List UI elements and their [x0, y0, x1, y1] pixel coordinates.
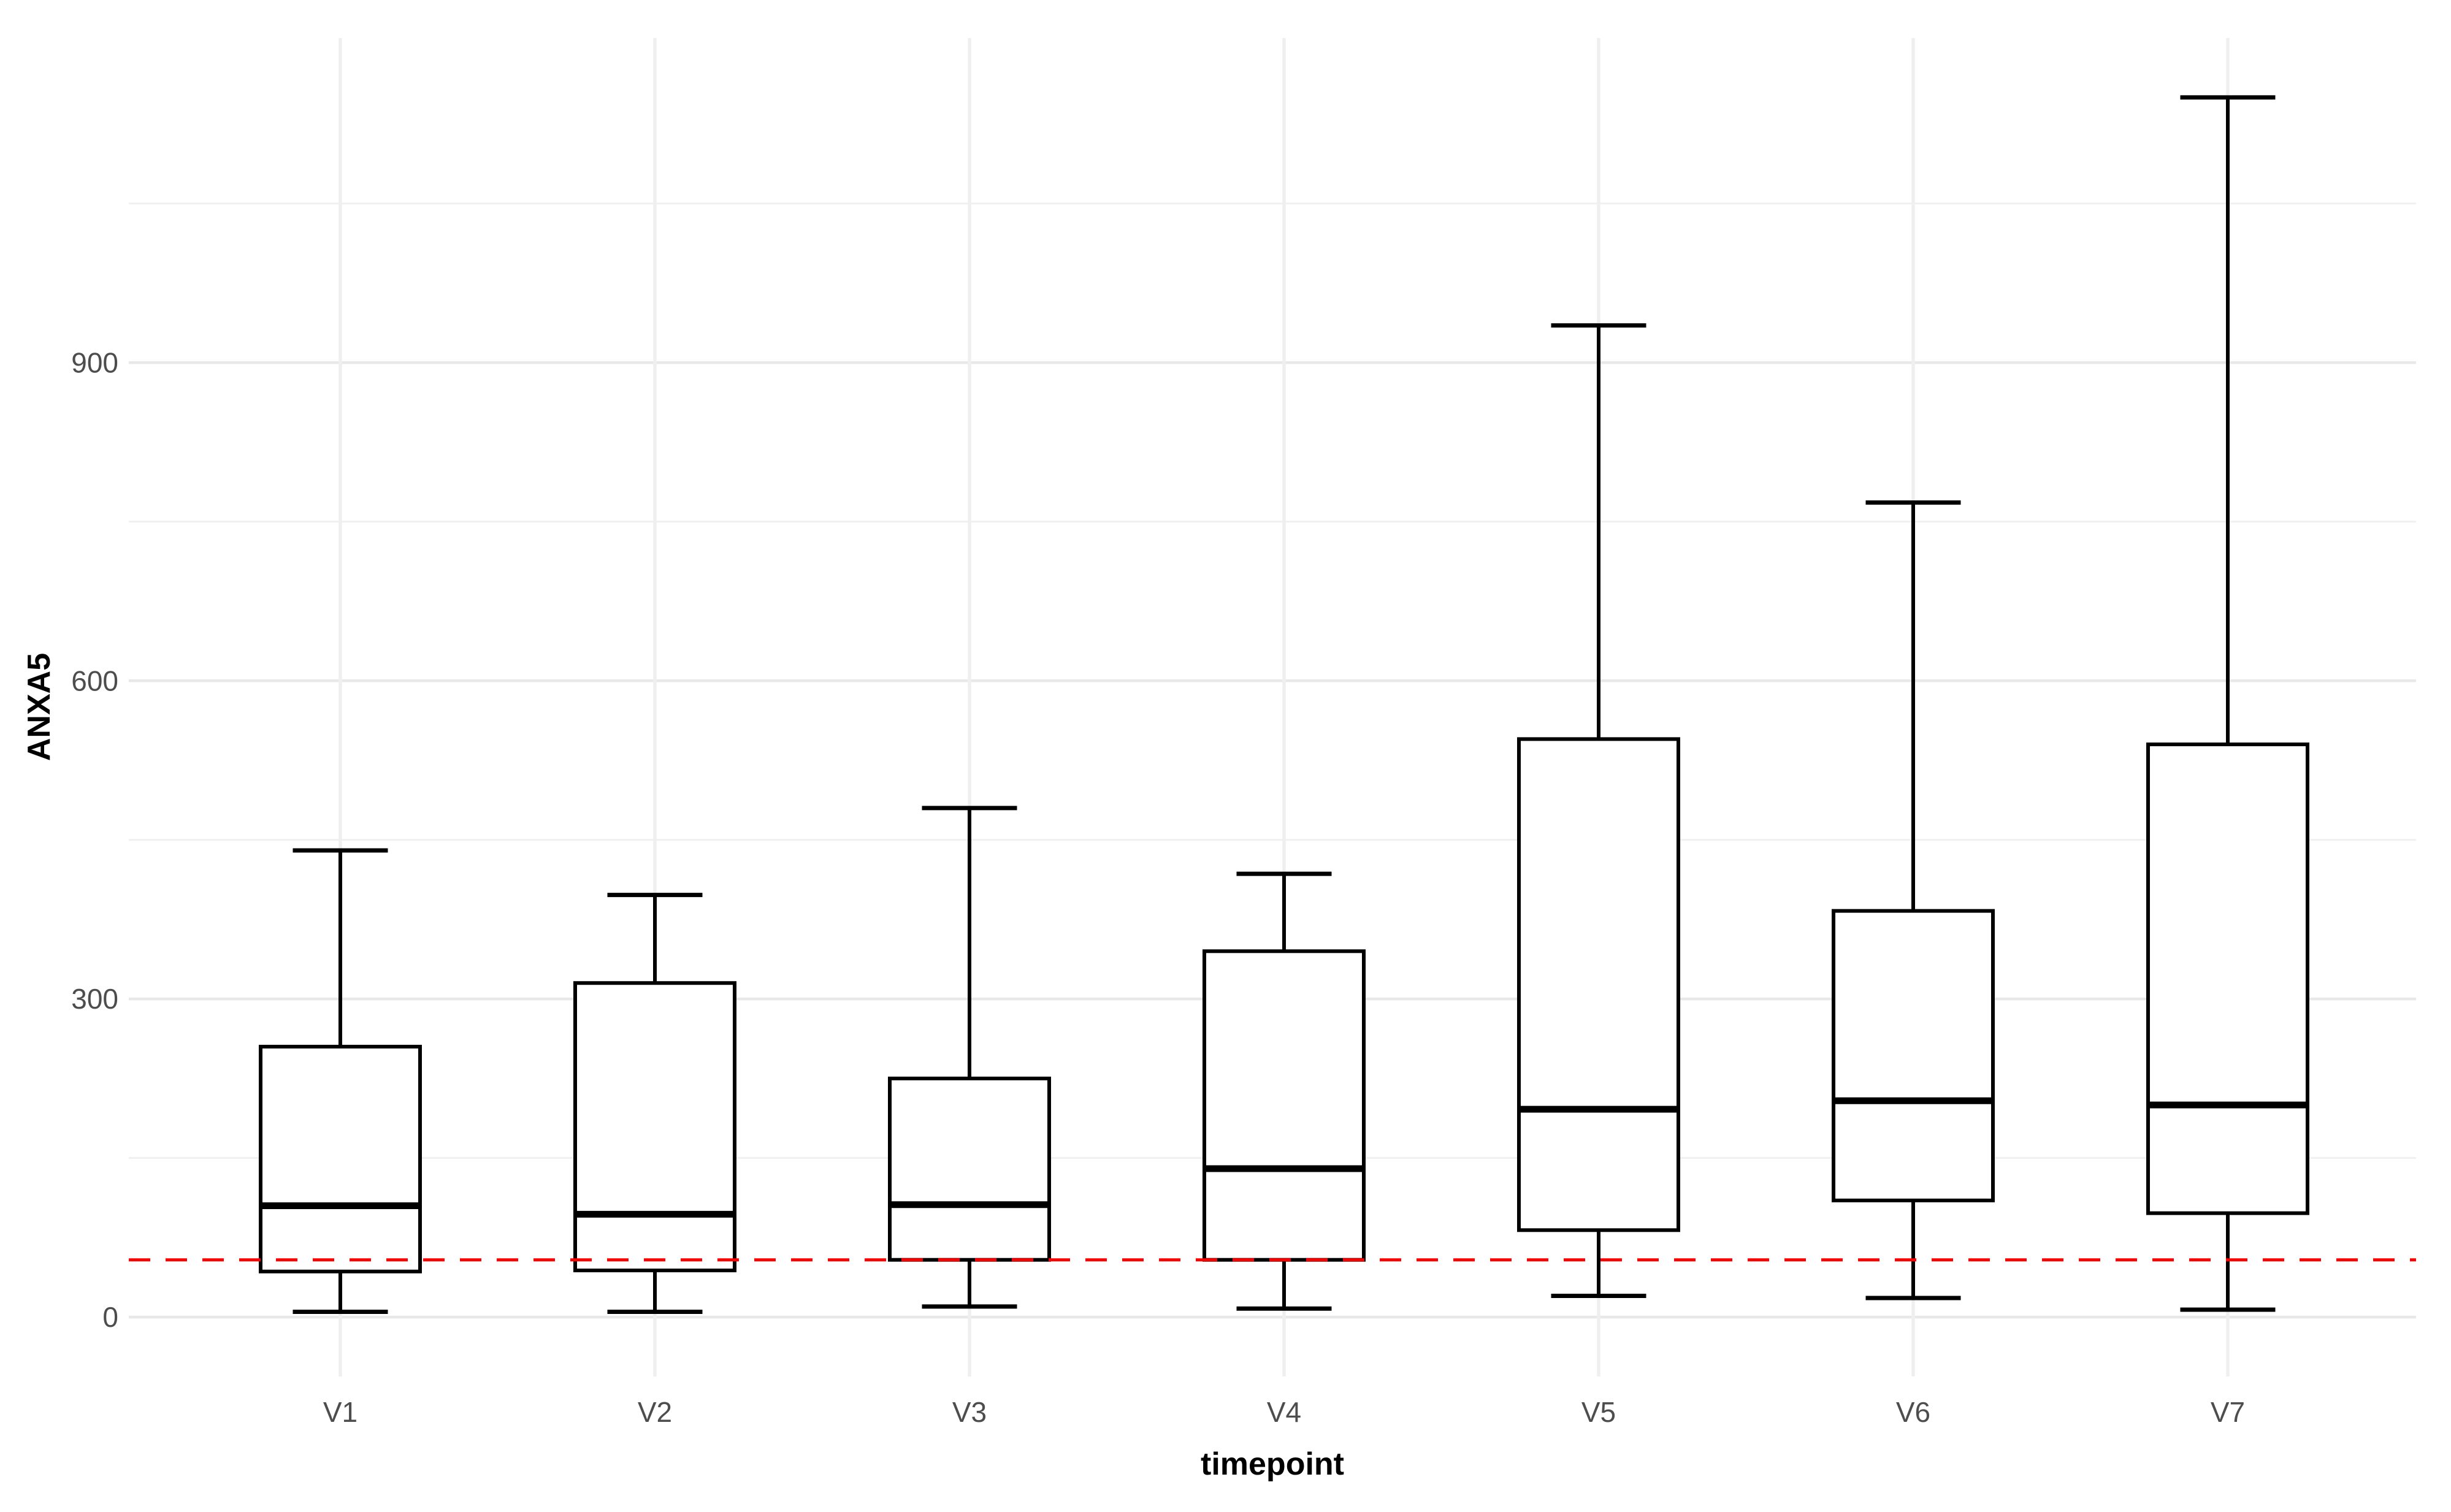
- x-category-label-V1: V1: [323, 1396, 358, 1428]
- y-tick-label-900: 900: [71, 346, 118, 378]
- box-V2: [573, 981, 736, 1273]
- box-V5: [1517, 737, 1680, 1232]
- x-category-label-V5: V5: [1581, 1396, 1616, 1428]
- y-tick-label-300: 300: [71, 983, 118, 1015]
- box-V7: [2146, 743, 2309, 1215]
- x-category-label-V2: V2: [638, 1396, 672, 1428]
- box-V4: [1203, 949, 1366, 1262]
- x-category-label-V3: V3: [952, 1396, 987, 1428]
- x-category-label-V7: V7: [2211, 1396, 2245, 1428]
- x-axis-title: timepoint: [1201, 1446, 1344, 1482]
- x-category-label-V6: V6: [1896, 1396, 1930, 1428]
- y-tick-label-600: 600: [71, 665, 118, 697]
- y-axis-title: ANXA5: [21, 652, 57, 762]
- box-V1: [259, 1045, 422, 1273]
- box-V3: [888, 1076, 1051, 1262]
- box-V6: [1832, 909, 1995, 1202]
- y-tick-label-0: 0: [102, 1301, 118, 1333]
- x-category-label-V4: V4: [1267, 1396, 1301, 1428]
